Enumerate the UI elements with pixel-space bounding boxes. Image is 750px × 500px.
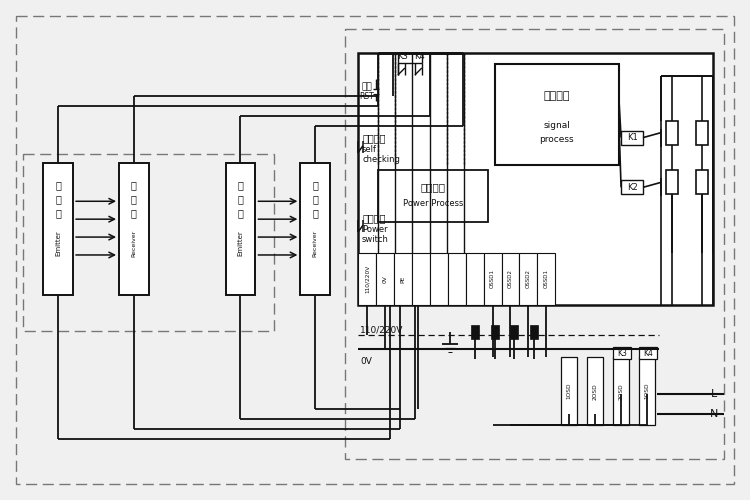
Text: 0V: 0V <box>382 275 388 282</box>
Bar <box>530 324 538 338</box>
Text: Power Process: Power Process <box>403 199 463 208</box>
Text: switch: switch <box>362 234 389 244</box>
Bar <box>412 253 430 304</box>
Bar <box>300 164 330 295</box>
Text: 器: 器 <box>56 208 61 218</box>
Text: Emitter: Emitter <box>56 230 62 256</box>
Text: 1OSD: 1OSD <box>567 383 572 400</box>
Text: K4: K4 <box>643 349 653 358</box>
Bar <box>378 170 488 222</box>
Text: N: N <box>710 409 718 419</box>
Bar <box>44 164 73 295</box>
Text: 光: 光 <box>131 194 136 204</box>
Bar <box>502 253 520 304</box>
Text: K2: K2 <box>627 183 638 192</box>
Text: 受: 受 <box>312 180 318 190</box>
Bar <box>696 170 708 194</box>
Text: 受: 受 <box>131 180 136 190</box>
Text: 光: 光 <box>56 194 61 204</box>
Bar <box>587 358 603 425</box>
Text: K1: K1 <box>627 133 638 142</box>
Bar <box>430 253 448 304</box>
Bar <box>613 358 629 425</box>
Text: signal: signal <box>544 121 570 130</box>
Text: 电源开关: 电源开关 <box>362 213 386 223</box>
Bar <box>358 253 376 304</box>
Text: 电源处理: 电源处理 <box>420 182 446 192</box>
Text: 器: 器 <box>131 208 136 218</box>
Text: Receiver: Receiver <box>131 230 136 256</box>
Text: 信号处理: 信号处理 <box>544 91 570 101</box>
Bar <box>358 53 712 304</box>
Text: OSSD1: OSSD1 <box>490 270 495 288</box>
Bar <box>448 253 466 304</box>
Text: 器: 器 <box>312 208 318 218</box>
Bar <box>621 180 643 194</box>
Text: 0V: 0V <box>360 357 372 366</box>
Text: L: L <box>710 389 717 399</box>
Text: 光: 光 <box>312 194 318 204</box>
Bar <box>511 324 518 338</box>
Text: 发: 发 <box>238 180 244 190</box>
Text: OSSD1: OSSD1 <box>544 270 549 288</box>
Text: Power: Power <box>362 224 388 234</box>
Text: PE: PE <box>400 275 406 282</box>
Text: 光: 光 <box>238 194 244 204</box>
Text: OSSD2: OSSD2 <box>526 270 531 288</box>
Bar <box>466 253 484 304</box>
Text: 1OSD: 1OSD <box>644 383 650 400</box>
Text: RST: RST <box>360 92 374 102</box>
Bar <box>696 120 708 144</box>
Bar <box>666 170 678 194</box>
Text: checking: checking <box>362 155 400 164</box>
Text: 器: 器 <box>238 208 244 218</box>
Text: 发: 发 <box>56 180 61 190</box>
Text: 2OSD: 2OSD <box>619 383 623 400</box>
Bar <box>471 324 478 338</box>
Text: 自检开关: 自检开关 <box>362 134 386 143</box>
Bar <box>226 164 256 295</box>
Bar <box>639 348 657 360</box>
Text: process: process <box>539 135 574 144</box>
Text: 110/220V: 110/220V <box>364 264 370 293</box>
Bar <box>520 253 538 304</box>
Text: self: self <box>362 145 377 154</box>
Bar <box>613 348 631 360</box>
Bar <box>561 358 578 425</box>
Bar <box>484 253 502 304</box>
Bar <box>23 154 274 330</box>
Bar <box>119 164 148 295</box>
Bar <box>394 253 412 304</box>
Text: OSSD2: OSSD2 <box>508 270 513 288</box>
Text: Receiver: Receiver <box>313 230 318 256</box>
Bar <box>621 130 643 144</box>
Text: K3: K3 <box>398 52 408 60</box>
Bar <box>376 253 394 304</box>
Bar <box>639 358 655 425</box>
Text: K3: K3 <box>617 349 627 358</box>
Bar <box>490 324 499 338</box>
Bar <box>538 253 555 304</box>
Bar <box>494 64 619 166</box>
Text: 110/220V: 110/220V <box>360 325 404 334</box>
Bar <box>345 29 724 459</box>
Bar <box>666 120 678 144</box>
Text: 2OSD: 2OSD <box>592 383 598 400</box>
Text: K4: K4 <box>415 52 425 60</box>
Text: Emitter: Emitter <box>238 230 244 256</box>
Text: 复位: 复位 <box>362 82 373 92</box>
